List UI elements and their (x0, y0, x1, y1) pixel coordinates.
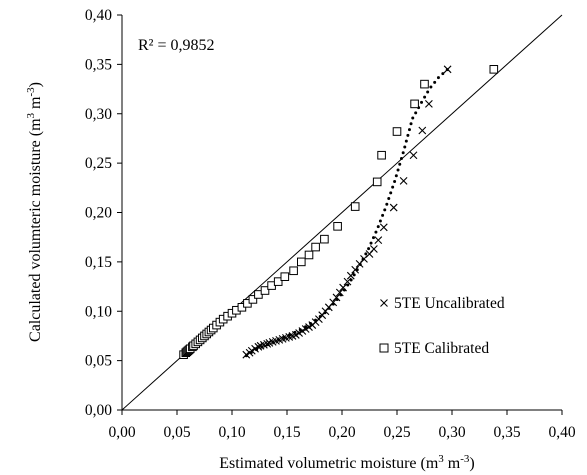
data-point-uncalibrated (346, 271, 355, 280)
y-tick-label: 0,00 (85, 402, 112, 419)
cross-stroke (332, 293, 341, 302)
data-point-uncalibrated (389, 203, 398, 212)
data-point-uncalibrated (335, 288, 344, 297)
cross-stroke (335, 288, 344, 297)
y-tick-label: 0,40 (85, 7, 112, 24)
x-tick-label: 0,05 (163, 424, 190, 441)
data-point-uncalibrated (425, 99, 433, 108)
data-point-calibrated (410, 99, 419, 109)
data-point-calibrated (248, 295, 258, 304)
data-point-calibrated (289, 266, 298, 276)
data-point-calibrated (350, 202, 360, 211)
x-tick-label: 0,10 (218, 424, 245, 441)
cross-stroke (339, 283, 347, 292)
data-point-calibrated (333, 222, 342, 231)
x-axis-title: Estimated volumetric moisture (m3 m-3) (219, 453, 475, 472)
legend-item-calibrated: 5TE Calibrated (379, 340, 489, 357)
y-tick-label: 0,05 (85, 353, 112, 370)
data-point-uncalibrated (374, 236, 383, 245)
legend-label-calibrated: 5TE Calibrated (394, 340, 489, 357)
cross-stroke (346, 271, 355, 280)
r-squared-annotation: R² = 0,9852 (138, 37, 215, 54)
data-point-calibrated (377, 150, 386, 160)
y-tick-label: 0,20 (85, 205, 112, 222)
y-tick-label: 0,35 (85, 56, 112, 73)
cross-stroke (418, 126, 427, 135)
y-tick-label: 0,10 (85, 303, 112, 320)
cross-stroke (374, 236, 383, 245)
data-point-uncalibrated (418, 126, 427, 135)
y-axis-title: Calculated volumteric moisture (m3 m-3) (25, 82, 44, 342)
x-tick-label: 0,35 (493, 424, 520, 441)
data-point-uncalibrated (343, 277, 352, 286)
cross-stroke (329, 298, 338, 307)
cross-stroke (370, 245, 378, 253)
data-point-uncalibrated (409, 151, 418, 160)
cross-stroke (409, 151, 418, 160)
data-point-uncalibrated (332, 293, 341, 302)
data-point-calibrated (273, 277, 283, 286)
cross-stroke (351, 265, 360, 274)
cross-stroke (343, 277, 352, 286)
data-point-calibrated (260, 286, 270, 295)
data-point-calibrated (280, 272, 290, 281)
data-point-calibrated (311, 242, 320, 252)
legend-marker-cross (380, 299, 388, 307)
y-tick-label: 0,25 (85, 155, 112, 172)
x-tick-label: 0,25 (383, 424, 410, 441)
data-point-calibrated (489, 65, 499, 74)
y-tick-label: 0,15 (85, 254, 112, 271)
data-point-uncalibrated (339, 283, 347, 292)
x-tick-label: 0,15 (273, 424, 300, 441)
data-point-uncalibrated (370, 245, 378, 253)
data-point-uncalibrated (379, 223, 388, 232)
cross-stroke (254, 342, 263, 351)
legend-item-uncalibrated: 5TE Uncalibrated (380, 295, 505, 312)
data-point-uncalibrated (351, 265, 360, 274)
legend-square-glyph (379, 343, 389, 353)
x-tick-label: 0,40 (548, 424, 575, 441)
trend-dotted-curve (244, 67, 450, 358)
data-point-calibrated (420, 79, 429, 89)
data-point-calibrated (297, 257, 306, 267)
data-point-uncalibrated (399, 177, 408, 185)
data-point-calibrated (304, 250, 314, 260)
legend: 5TE Uncalibrated 5TE Calibrated (379, 295, 505, 357)
data-point-calibrated (392, 127, 402, 136)
data-point-calibrated (320, 234, 329, 244)
data-point-calibrated (372, 177, 382, 187)
legend-cross-glyph (380, 299, 388, 307)
cross-stroke (263, 339, 272, 348)
cross-stroke (425, 99, 433, 108)
y-tick-label: 0,30 (85, 106, 112, 123)
x-tick-label: 0,20 (328, 424, 355, 441)
legend-label-uncalibrated: 5TE Uncalibrated (394, 295, 505, 312)
cross-stroke (443, 65, 452, 74)
cross-stroke (380, 299, 388, 307)
data-point-uncalibrated (329, 298, 338, 307)
cross-stroke (379, 223, 388, 232)
x-tick-label: 0,30 (438, 424, 465, 441)
legend-marker-square (379, 343, 389, 353)
data-point-uncalibrated (263, 339, 272, 348)
data-point-uncalibrated (443, 65, 452, 74)
cross-stroke (389, 203, 398, 212)
data-point-uncalibrated (254, 342, 263, 351)
x-tick-label: 0,00 (108, 424, 135, 441)
cross-stroke (399, 177, 408, 185)
